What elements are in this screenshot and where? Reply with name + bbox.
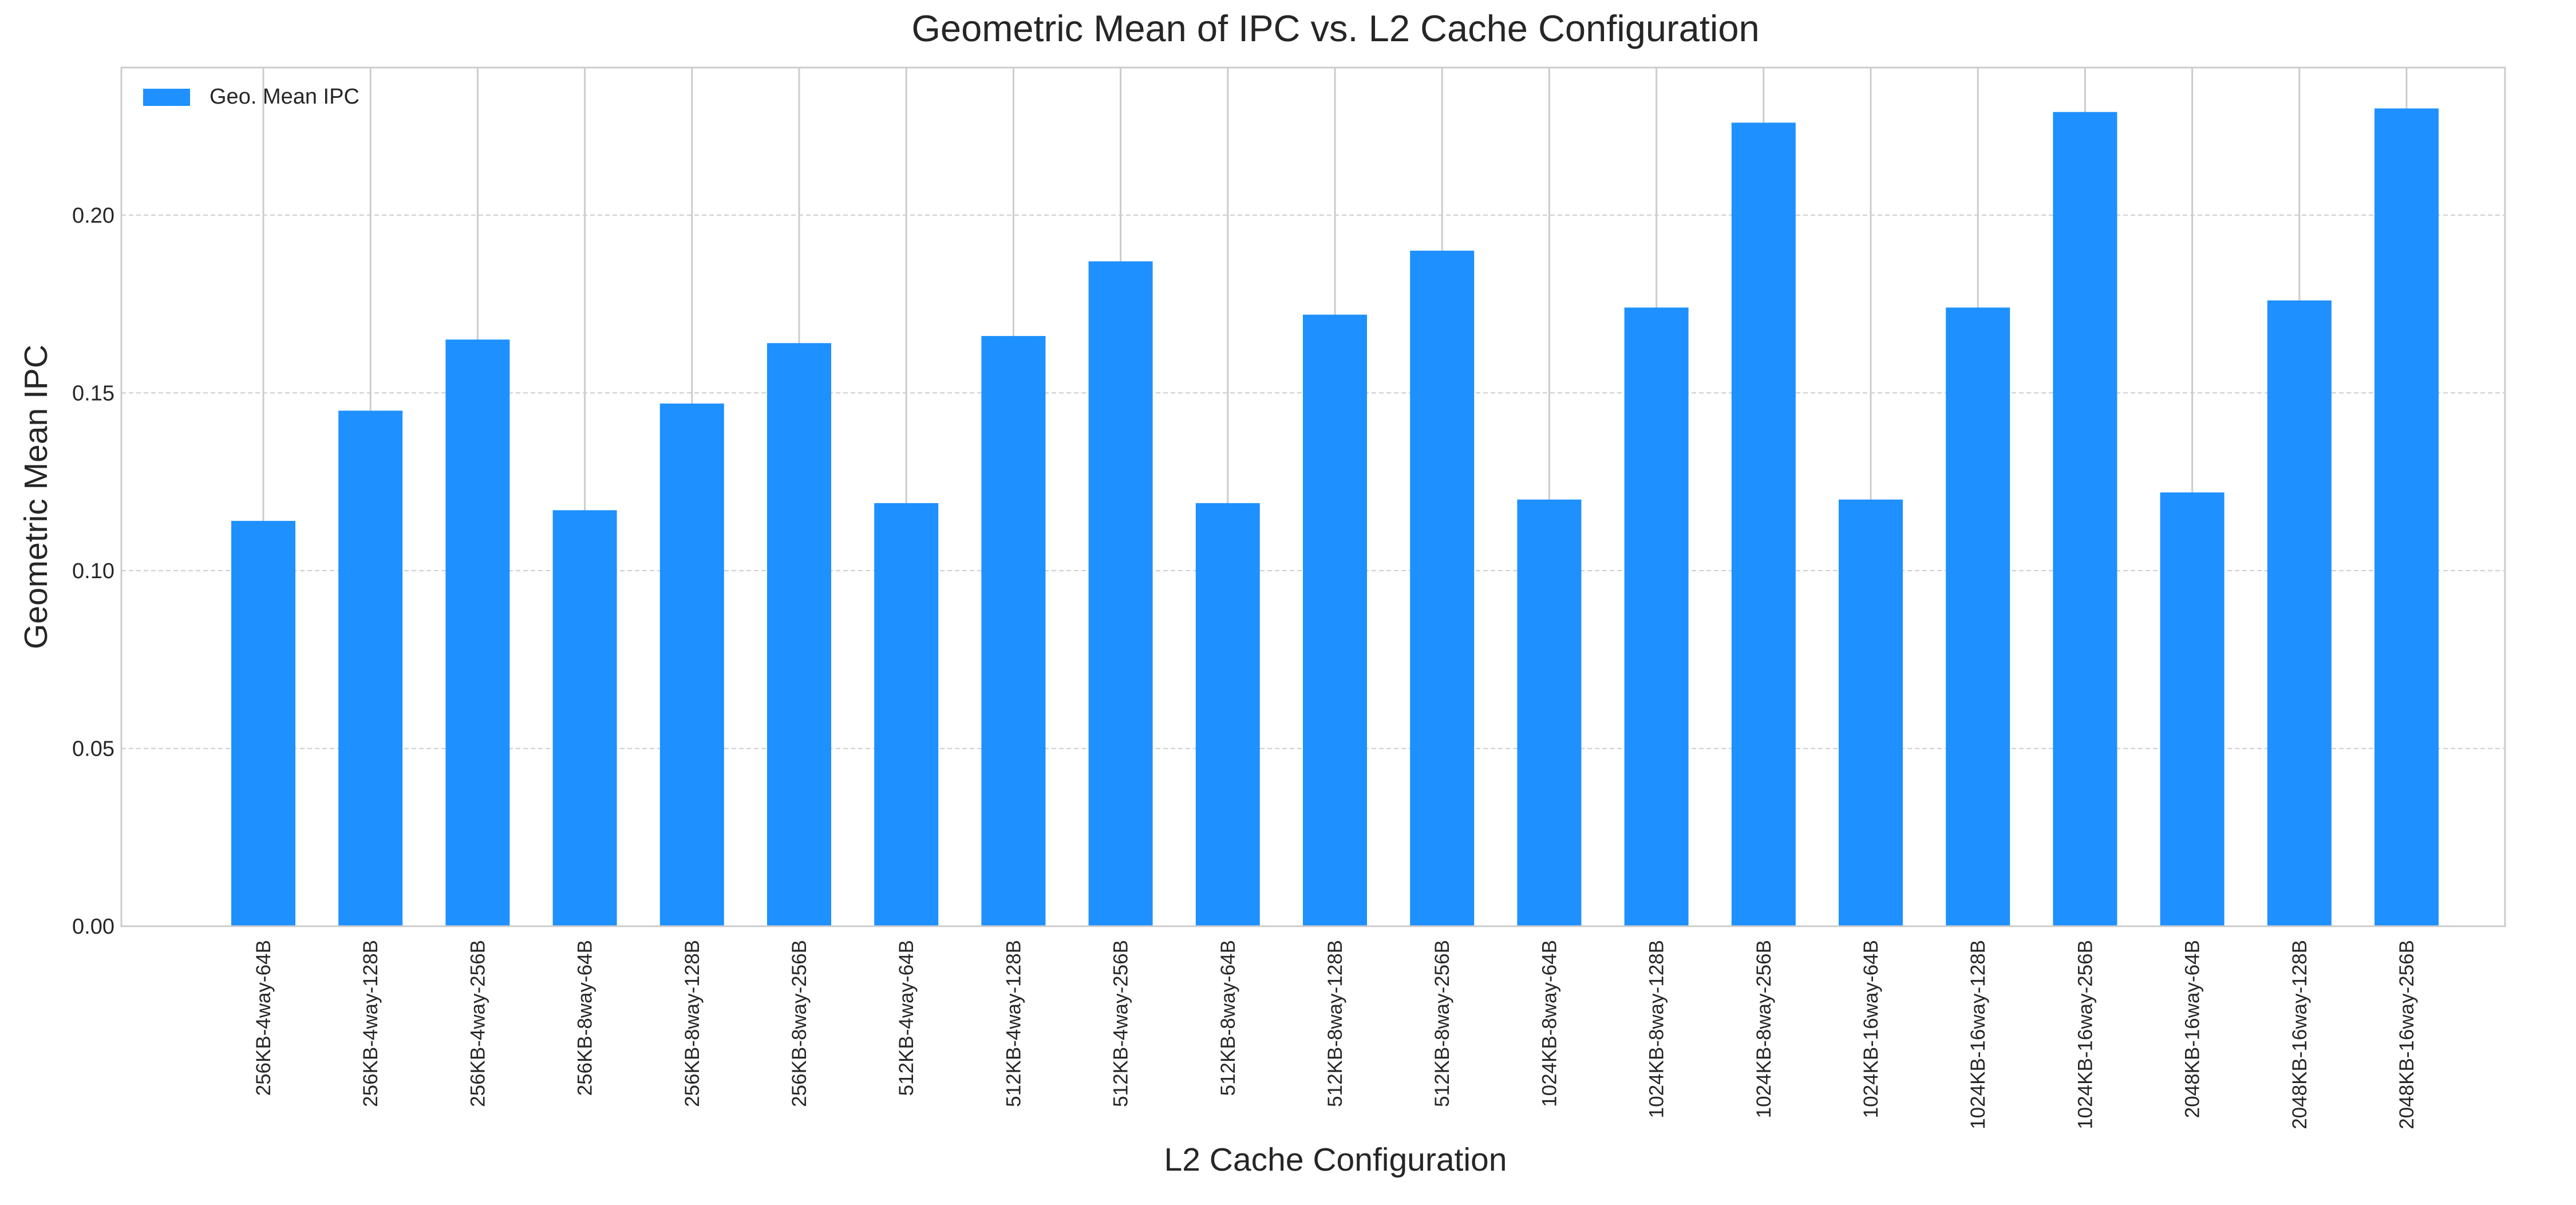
bar [1517,499,1582,926]
x-tick-label: 1024KB-16way-128B [1967,940,1989,1129]
x-tick-label: 512KB-4way-64B [895,940,918,1096]
bar [1410,250,1475,927]
x-axis-label: L2 Cache Configuration [1164,1141,1507,1178]
y-tick-label: 0.00 [72,915,114,939]
bar [1946,307,2010,926]
bar [1195,503,1260,926]
bar [981,335,1046,926]
chart-title: Geometric Mean of IPC vs. L2 Cache Confi… [911,7,1759,49]
bar [2053,112,2117,926]
legend: Geo. Mean IPC [143,85,359,109]
bar-layer [231,108,2439,927]
bar [2374,108,2439,926]
bar [2160,492,2225,926]
x-tick-label: 2048KB-16way-256B [2396,940,2418,1129]
bar [874,503,939,926]
x-axis-ticks: 256KB-4way-64B 256KB-4way-128B 256KB-4way-… [252,940,2418,1129]
y-tick-label: 0.15 [72,381,114,405]
bar [1088,261,1153,927]
x-tick-label: 1024KB-8way-64B [1538,940,1560,1107]
x-tick-label: 256KB-4way-256B [467,940,489,1107]
x-tick-label: 2048KB-16way-64B [2182,940,2204,1118]
bar [338,410,403,926]
x-tick-label: 256KB-8way-64B [574,940,596,1096]
y-tick-label: 0.10 [72,559,114,583]
x-tick-label: 1024KB-16way-256B [2074,940,2096,1129]
x-tick-label: 512KB-8way-256B [1431,940,1453,1107]
x-tick-label: 256KB-8way-128B [681,940,704,1107]
x-tick-label: 1024KB-8way-256B [1753,940,1775,1118]
y-axis-ticks: 0.00 0.05 0.10 0.15 0.20 [72,204,114,939]
y-tick-label: 0.20 [72,204,114,228]
bar [231,520,295,926]
x-tick-label: 512KB-8way-64B [1217,940,1239,1096]
x-tick-label: 256KB-8way-256B [788,940,811,1107]
plot-frame [120,66,2506,927]
x-tick-label: 512KB-4way-128B [1002,940,1025,1107]
bar [552,510,617,926]
x-tick-label: 256KB-4way-128B [359,940,382,1107]
x-tick-label: 1024KB-16way-64B [1860,940,1882,1118]
bar [659,403,724,926]
bar [1839,499,1903,926]
legend-label: Geo. Mean IPC [210,85,359,109]
bar [1624,307,1689,926]
x-tick-label: 512KB-8way-128B [1324,940,1346,1107]
bar [2267,300,2332,926]
bar [445,339,510,926]
bar [767,343,831,926]
x-tick-label: 512KB-4way-256B [1110,940,1132,1107]
legend-swatch [143,89,190,106]
bar [1731,123,1796,926]
x-tick-label: 256KB-4way-64B [252,940,275,1096]
bar [1303,314,1367,926]
y-tick-label: 0.05 [72,737,114,761]
x-tick-label: 1024KB-8way-128B [1646,940,1668,1118]
x-tick-label: 2048KB-16way-128B [2289,940,2311,1129]
y-axis-label: Geometric Mean IPC [18,345,54,649]
